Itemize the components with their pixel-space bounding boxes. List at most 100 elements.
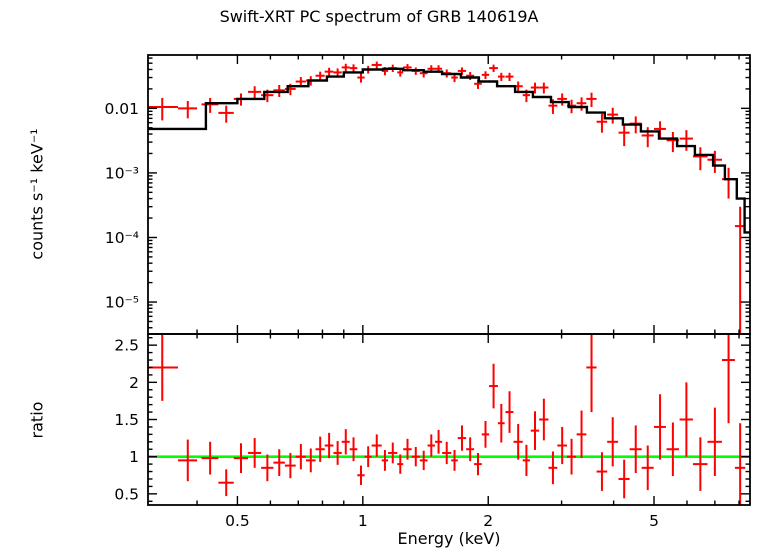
data-point [481,420,490,448]
data-point [692,147,708,171]
data-point [489,64,498,73]
x-tick-label: 5 [649,512,659,530]
data-point [466,72,475,80]
data-point [388,442,398,464]
counts-axis-label: counts s⁻¹ keV⁻¹ [27,128,47,260]
data-point [641,445,654,491]
data-point [333,441,342,465]
data-point [497,403,505,443]
chart-title: Swift-XRT PC spectrum of GRB 140619A [219,7,539,26]
data-point [474,452,482,476]
data-point [341,429,350,455]
data-point [586,334,597,413]
data-point [247,86,262,99]
data-point [177,439,198,482]
data-point [201,97,219,113]
data-point [284,452,296,479]
energy-axis-label: Energy (keV) [397,529,501,548]
data-point [371,61,382,69]
y-tick-label: 2 [129,374,139,392]
data-point [566,438,577,475]
data-point [371,434,382,457]
data-point [466,437,475,462]
data-point [427,434,435,457]
data-point [629,425,642,474]
data-point [357,73,365,83]
x-tick-label: 0.5 [225,512,250,530]
data-point [341,63,350,72]
data-point [261,454,274,482]
y-tick-label: 0.01 [104,100,139,118]
y-tick-label: 10⁻⁴ [105,229,139,247]
ratio-ticks [148,334,750,505]
data-point [247,438,262,468]
data-point [576,97,587,111]
data-point [734,423,746,505]
data-point [539,398,549,441]
data-point [434,429,443,454]
data-point [707,407,722,477]
data-point [539,82,549,94]
data-point [233,443,248,474]
ratio-series [148,334,750,505]
data-point [618,459,630,499]
data-point [505,72,514,82]
data-point [530,82,540,94]
data-point [315,71,325,81]
data-point [273,449,285,477]
data-point [397,68,404,77]
data-point [679,130,693,151]
data-point [557,426,567,465]
data-point [586,92,597,107]
y-tick-label: 1 [129,448,139,466]
data-point [315,436,325,462]
data-point [489,363,498,409]
data-point [349,437,358,462]
data-point [607,417,619,467]
data-point [557,93,567,106]
data-point [364,446,372,468]
data-point [513,423,523,460]
data-point [218,105,234,123]
data-point [457,425,467,451]
y-tick-label: 10⁻⁵ [105,294,139,312]
spectrum-tick-labels: 0.01 10⁻³ 10⁻⁴ 10⁻⁵ [104,100,139,312]
data-point [721,334,735,424]
data-point [201,441,219,475]
data-point [357,465,365,485]
data-point [295,444,306,470]
data-point [497,72,505,82]
data-point [349,64,358,73]
y-tick-label: 2.5 [114,337,139,355]
data-model-ratio-points [148,334,746,505]
ratio-panel: 0.5 1 1.5 2 2.5 0.5 1 2 5 [114,333,751,530]
data-point [692,437,708,491]
spectrum-series [148,61,750,334]
data-point [324,432,334,459]
y-tick-label: 0.5 [114,485,139,503]
data-point [666,422,679,477]
data-point [530,411,540,450]
data-point [522,444,531,477]
data-point [618,123,630,147]
data-point [707,150,722,173]
ratio-tick-labels: 0.5 1 1.5 2 2.5 0.5 1 2 5 [114,337,659,530]
data-point [442,441,452,465]
data-point [654,394,666,460]
spectrum-panel: 0.01 10⁻³ 10⁻⁴ 10⁻⁵ [104,54,751,335]
data-point [148,97,178,121]
data-point [607,107,619,124]
data-point [419,450,428,471]
x-tick-label: 2 [483,512,493,530]
data-point [411,447,420,467]
spectrum-frame [147,54,751,335]
data-point [218,469,234,497]
data-point [576,410,587,459]
data-point [505,391,514,433]
data-point [679,382,693,457]
data-point [305,448,316,473]
observed-counts-points [148,61,746,334]
spectrum-ticks [148,55,750,334]
